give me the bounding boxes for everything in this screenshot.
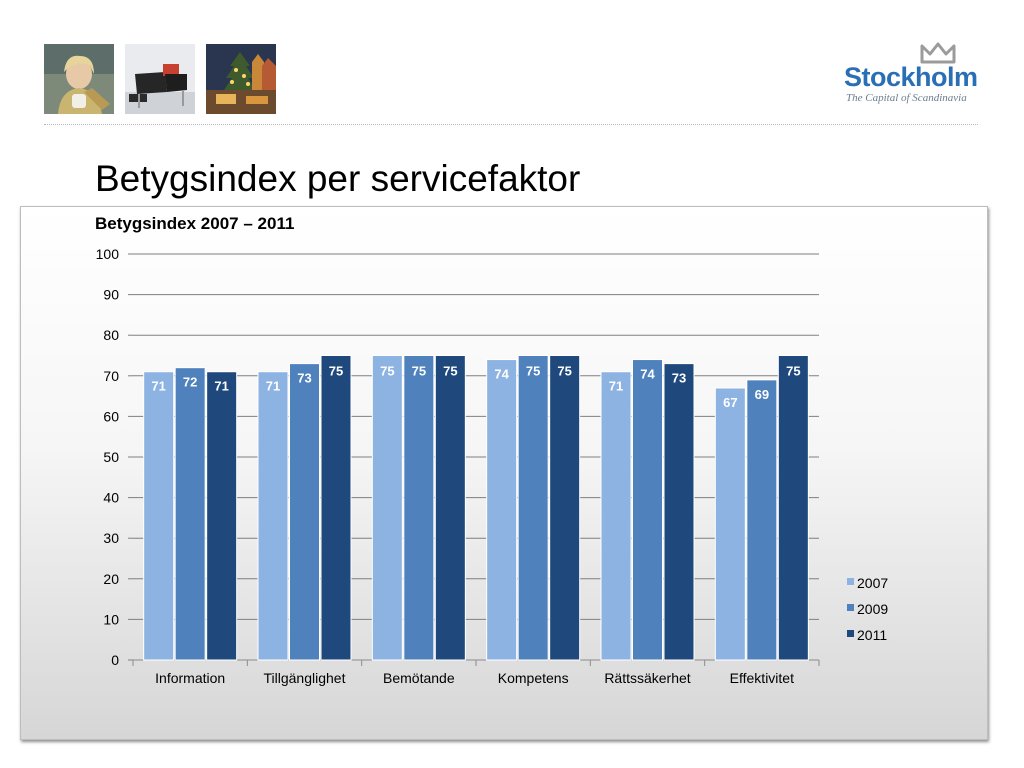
x-tick-label: Tillgänglighet — [264, 670, 346, 686]
y-tick-label: 90 — [103, 287, 119, 303]
y-tick-label: 30 — [103, 530, 119, 546]
data-label: 67 — [723, 395, 737, 410]
bar — [206, 371, 238, 661]
data-label: 75 — [786, 364, 800, 379]
bar — [517, 355, 549, 661]
bar — [403, 355, 435, 661]
stockholm-logo: Stockholm The Capital of Scandinavia — [840, 42, 985, 108]
x-tick-label: Effektivitet — [730, 670, 794, 686]
header-divider — [44, 124, 978, 125]
x-tick-label: Information — [155, 670, 225, 686]
bar — [257, 371, 289, 661]
bar — [371, 355, 403, 661]
x-tick-label: Kompetens — [498, 670, 569, 686]
bar — [663, 363, 695, 661]
header-photo-woman — [44, 44, 114, 114]
bar — [320, 355, 352, 661]
data-label: 75 — [443, 364, 457, 379]
y-tick-label: 100 — [96, 246, 120, 262]
bar — [289, 363, 320, 661]
crown-icon — [920, 42, 956, 64]
bar — [746, 379, 778, 661]
bar — [777, 355, 809, 661]
legend-swatch — [847, 578, 854, 585]
data-label: 72 — [183, 375, 197, 390]
data-label: 75 — [526, 364, 540, 379]
data-label: 71 — [266, 379, 280, 394]
data-label: 74 — [494, 367, 509, 382]
bar — [486, 359, 518, 661]
data-label: 75 — [557, 364, 571, 379]
data-label: 71 — [609, 379, 623, 394]
x-tick-label: Bemötande — [383, 670, 455, 686]
bar — [714, 387, 746, 661]
y-tick-label: 50 — [103, 449, 119, 465]
bar — [143, 371, 175, 661]
header-photo-old-town — [206, 44, 276, 114]
bar — [434, 355, 466, 661]
bar — [549, 355, 581, 661]
y-tick-label: 40 — [103, 490, 119, 506]
data-label: 75 — [380, 364, 394, 379]
legend-label: 2007 — [857, 575, 888, 591]
x-tick-label: Rättssäkerhet — [604, 670, 690, 686]
legend-swatch — [847, 630, 854, 637]
data-label: 69 — [755, 387, 769, 402]
slide-title: Betygsindex per servicefaktor — [95, 158, 581, 199]
bar — [600, 371, 632, 661]
legend-label: 2009 — [857, 601, 888, 617]
logo-tagline: The Capital of Scandinavia — [846, 92, 967, 104]
legend-label: 2011 — [857, 627, 887, 643]
logo-wordmark: Stockholm — [844, 62, 978, 92]
header-photo-chair — [125, 44, 195, 114]
data-label: 73 — [297, 371, 311, 386]
chart-title: Betygsindex 2007 – 2011 — [95, 214, 295, 233]
legend-swatch — [847, 604, 854, 611]
data-label: 74 — [640, 367, 655, 382]
data-label: 73 — [672, 371, 686, 386]
y-tick-label: 10 — [103, 611, 119, 627]
data-label: 71 — [214, 379, 228, 394]
y-tick-label: 0 — [111, 652, 119, 668]
y-tick-label: 20 — [103, 571, 119, 587]
y-tick-label: 80 — [103, 327, 119, 343]
y-tick-label: 70 — [103, 368, 119, 384]
bar — [174, 367, 206, 661]
data-label: 75 — [412, 364, 426, 379]
data-label: 75 — [329, 364, 343, 379]
data-label: 71 — [151, 379, 165, 394]
bar — [632, 359, 663, 661]
y-tick-label: 60 — [103, 408, 119, 424]
